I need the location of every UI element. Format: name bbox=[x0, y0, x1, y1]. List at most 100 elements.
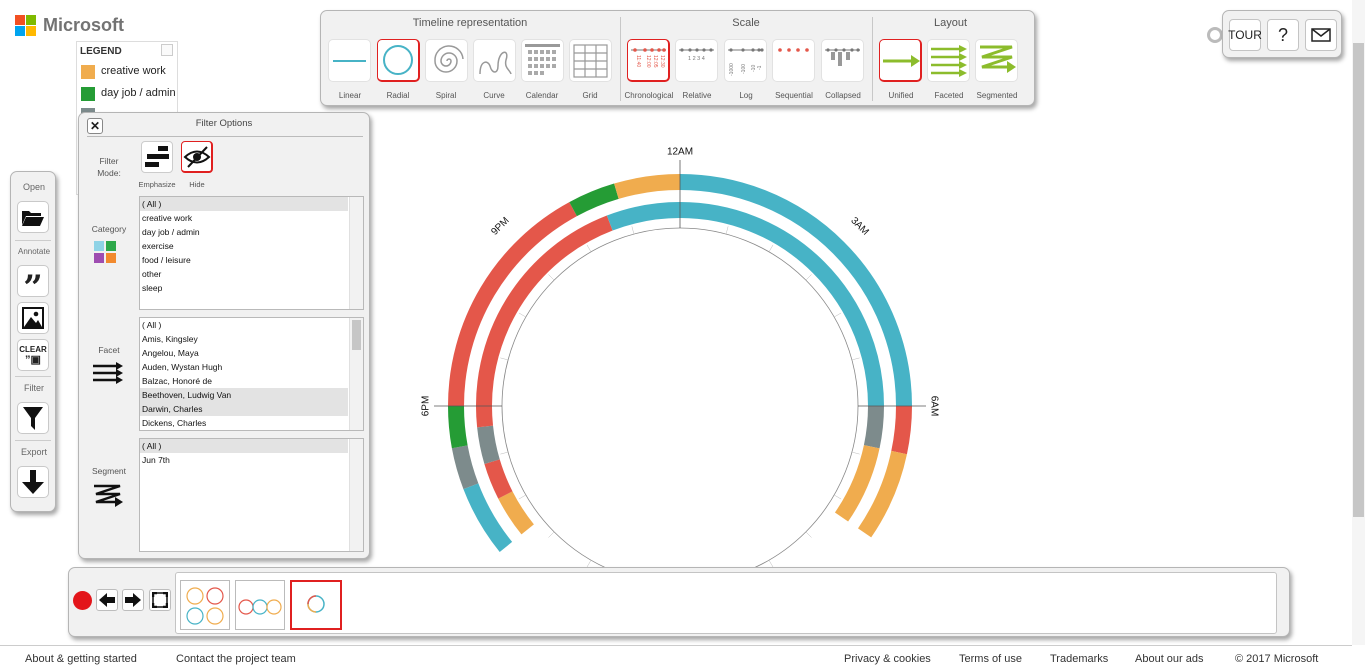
list-item[interactable]: Amis, Kingsley bbox=[142, 334, 198, 344]
legend-title: LEGEND bbox=[80, 46, 122, 57]
list-item[interactable]: food / leisure bbox=[142, 255, 191, 265]
curve-label: Curve bbox=[483, 91, 505, 100]
list-item[interactable]: Darwin, Charles bbox=[140, 402, 348, 416]
timeline-event-arc[interactable] bbox=[448, 202, 577, 407]
faceted-button[interactable] bbox=[927, 39, 970, 82]
grid-button[interactable] bbox=[569, 39, 612, 82]
list-item[interactable]: Dickens, Charles bbox=[142, 418, 207, 428]
trademarks-link[interactable]: Trademarks bbox=[1050, 653, 1109, 665]
log-button[interactable]: -1000 -100 -10 -1 bbox=[724, 39, 767, 82]
calendar-button[interactable] bbox=[521, 39, 564, 82]
timeline-event-arc[interactable] bbox=[857, 450, 907, 538]
hour-tick bbox=[548, 531, 555, 538]
filter-button[interactable] bbox=[17, 402, 49, 434]
annotate-image-button[interactable] bbox=[17, 302, 49, 334]
clear-annotations-button[interactable]: CLEAR ”▣ bbox=[17, 339, 49, 371]
category-scrollbar[interactable] bbox=[349, 197, 363, 309]
legend-toggle[interactable] bbox=[161, 44, 173, 56]
segment-scrollbar[interactable] bbox=[349, 439, 363, 551]
timeline-event-arc[interactable] bbox=[569, 183, 619, 217]
facet-scrollbar[interactable] bbox=[349, 318, 363, 430]
tour-button[interactable]: TOUR bbox=[1228, 19, 1262, 51]
story-frame-thumbnail-selected[interactable] bbox=[290, 580, 342, 630]
list-item[interactable]: sleep bbox=[142, 283, 163, 293]
linear-button[interactable] bbox=[328, 39, 371, 82]
radial-button[interactable] bbox=[377, 39, 420, 82]
hour-tick bbox=[586, 244, 592, 252]
curve-button[interactable] bbox=[473, 39, 516, 82]
privacy-link[interactable]: Privacy & cookies bbox=[844, 653, 931, 665]
hour-tick bbox=[518, 494, 526, 500]
timeline-event-arc[interactable] bbox=[448, 405, 468, 449]
list-item[interactable]: ( All ) bbox=[140, 439, 348, 453]
timeline-event-arc[interactable] bbox=[477, 425, 500, 464]
timeline-event-arc[interactable] bbox=[679, 174, 912, 407]
legend-item-label: day job / admin bbox=[101, 87, 176, 99]
timeline-event-arc[interactable] bbox=[606, 202, 681, 231]
timeline-event-arc[interactable] bbox=[863, 405, 884, 449]
emphasize-button[interactable] bbox=[141, 141, 173, 173]
spiral-button[interactable] bbox=[425, 39, 468, 82]
ads-link[interactable]: About our ads bbox=[1135, 653, 1204, 665]
hide-button[interactable] bbox=[181, 141, 213, 173]
timeline-event-arc[interactable] bbox=[834, 444, 880, 522]
about-link[interactable]: About & getting started bbox=[25, 653, 137, 665]
terms-link[interactable]: Terms of use bbox=[959, 653, 1022, 665]
list-item[interactable]: Auden, Wystan Hugh bbox=[142, 362, 223, 372]
next-button[interactable] bbox=[122, 589, 144, 611]
open-button[interactable] bbox=[17, 201, 49, 233]
representation-title: Timeline representation bbox=[412, 17, 528, 29]
relative-button[interactable]: 1 2 3 4 bbox=[675, 39, 718, 82]
svg-text:12:05: 12:05 bbox=[652, 55, 658, 68]
story-frame-thumbnail[interactable] bbox=[235, 580, 285, 630]
list-item[interactable]: day job / admin bbox=[142, 227, 200, 237]
sequential-button[interactable] bbox=[772, 39, 815, 82]
list-item[interactable]: other bbox=[142, 269, 162, 279]
calendar-label: Calendar bbox=[525, 91, 559, 100]
left-sidebar: Open Annotate ” CLEAR ”▣ Filter Export bbox=[10, 171, 56, 512]
contact-link[interactable]: Contact the project team bbox=[176, 653, 296, 665]
previous-button[interactable] bbox=[96, 589, 118, 611]
timeline-event-arc[interactable] bbox=[498, 491, 535, 535]
segmented-button[interactable] bbox=[975, 39, 1018, 82]
page-scrollbar[interactable] bbox=[1352, 0, 1365, 645]
record-button[interactable] bbox=[73, 591, 92, 610]
close-filter-button[interactable]: ✕ bbox=[87, 118, 103, 134]
list-item[interactable]: Beethoven, Ludwig Van bbox=[140, 388, 348, 402]
timeline-event-arc[interactable] bbox=[891, 405, 912, 455]
timeline-event-arc[interactable] bbox=[463, 483, 513, 553]
collapsed-button[interactable] bbox=[821, 39, 864, 82]
hour-label: 6PM bbox=[421, 396, 432, 417]
list-item[interactable]: Jun 7th bbox=[142, 455, 170, 465]
timeline-event-arc[interactable] bbox=[476, 215, 613, 428]
help-button[interactable]: ? bbox=[1267, 19, 1299, 51]
list-item[interactable]: ( All ) bbox=[142, 320, 162, 330]
fullscreen-icon bbox=[152, 592, 168, 608]
list-item[interactable]: exercise bbox=[142, 241, 174, 251]
spiral-label: Spiral bbox=[435, 91, 457, 100]
facet-list[interactable]: ( All ) Amis, Kingsley Angelou, Maya Aud… bbox=[139, 317, 364, 431]
story-frame-thumbnail[interactable] bbox=[180, 580, 230, 630]
arrow-down-icon bbox=[22, 470, 44, 494]
list-item[interactable]: Angelou, Maya bbox=[142, 348, 199, 358]
timeline-event-arc[interactable] bbox=[614, 174, 681, 199]
hour-tick bbox=[768, 560, 774, 568]
annotate-comment-button[interactable]: ” bbox=[17, 265, 49, 305]
segment-list[interactable]: ( All ) Jun 7th bbox=[139, 438, 364, 552]
segment-icon bbox=[92, 483, 124, 511]
feedback-button[interactable] bbox=[1305, 19, 1337, 51]
category-list[interactable]: ( All ) creative work day job / admin ex… bbox=[139, 196, 364, 310]
unified-button[interactable] bbox=[879, 39, 922, 82]
list-item[interactable]: Balzac, Honoré de bbox=[142, 376, 212, 386]
fullscreen-button[interactable] bbox=[149, 589, 171, 611]
page-scroll-thumb[interactable] bbox=[1353, 43, 1364, 517]
timeline-event-arc[interactable] bbox=[451, 445, 479, 490]
timeline-event-arc[interactable] bbox=[679, 202, 884, 407]
list-item[interactable]: ( All ) bbox=[140, 197, 348, 211]
folder-open-icon bbox=[22, 211, 44, 226]
chronological-button[interactable]: 11:40 12:00 12:05 12:30 bbox=[627, 39, 670, 82]
export-button[interactable] bbox=[17, 466, 49, 498]
timeline-event-arc[interactable] bbox=[484, 459, 513, 499]
facet-scroll-thumb[interactable] bbox=[352, 320, 361, 350]
list-item[interactable]: creative work bbox=[142, 213, 193, 223]
